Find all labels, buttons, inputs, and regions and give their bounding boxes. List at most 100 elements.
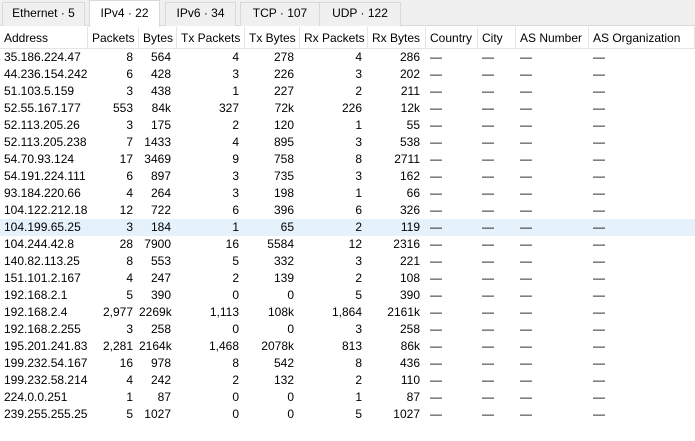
cell-as-number: — [520,101,532,115]
cell-tx-packets: 1,468 [208,339,239,353]
tab-ipv4[interactable]: IPv4 · 22 [89,0,160,27]
table-row[interactable]: 93.184.220.66 4 264 3 198 1 66 — — — — [0,185,695,202]
cell-packets: 3 [126,322,133,336]
tab-ethernet[interactable]: Ethernet · 5 [2,2,85,26]
cell-bytes: 1433 [144,135,171,149]
cell-tx-packets: 1 [232,84,239,98]
column-header-label: Packets [92,31,135,45]
table-row[interactable]: 195.201.241.83 2,281 2164k 1,468 2078k 813 86k… [0,338,695,355]
column-header-as-organization[interactable]: AS Organization [589,27,695,48]
cell-country: — [430,220,442,234]
cell-tx-packets: 6 [232,203,239,217]
column-header-rx-bytes[interactable]: Rx Bytes [368,27,426,48]
cell-country: — [430,169,442,183]
cell-address: 224.0.0.251 [4,390,68,404]
table-row[interactable]: 199.232.54.167 16 978 8 542 8 436 — — — — [0,355,695,372]
column-header-label: AS Number [520,31,583,45]
cell-rx-packets: 1 [355,390,362,404]
cell-as-number: — [520,339,532,353]
table-row[interactable]: 52.113.205.26 3 175 2 120 1 55 — — — — [0,117,695,134]
table-row[interactable]: 44.236.154.242 6 428 3 226 3 202 — — — — [0,66,695,83]
cell-city: — [482,254,494,268]
cell-address: 44.236.154.242 [4,67,88,81]
cell-as-organization: — [593,390,605,404]
cell-rx-packets: 1 [355,118,362,132]
table-row[interactable]: 54.70.93.124 17 3469 9 758 8 2711 — — — — [0,151,695,168]
column-header-bytes[interactable]: Bytes [139,27,177,48]
cell-bytes: 438 [150,84,171,98]
cell-country: — [430,254,442,268]
cell-as-organization: — [593,356,605,370]
cell-as-organization: — [593,84,605,98]
cell-rx-bytes: 162 [399,169,420,183]
table-row[interactable]: 224.0.0.251 1 87 0 0 1 87 — — — — [0,389,695,406]
table-row[interactable]: 52.113.205.238 7 1433 4 895 3 538 — — — — [0,134,695,151]
cell-as-organization: — [593,203,605,217]
column-header-city[interactable]: City [478,27,516,48]
table-row[interactable]: 192.168.2.255 3 258 0 0 3 258 — — — — [0,321,695,338]
cell-country: — [430,101,442,115]
table-row[interactable]: 104.199.65.25 3 184 1 65 2 119 — — — — [0,219,695,236]
cell-tx-bytes: 735 [273,169,294,183]
tab-tcp[interactable]: TCP · 107 [240,2,320,26]
tab-udp[interactable]: UDP · 122 [319,2,401,26]
column-header-packets[interactable]: Packets [88,27,139,48]
table-row[interactable]: 140.82.113.25 8 553 5 332 3 221 — — — — [0,253,695,270]
table-row[interactable]: 51.103.5.159 3 438 1 227 2 211 — — — — [0,83,695,100]
column-header-country[interactable]: Country [426,27,478,48]
cell-rx-packets: 8 [355,356,362,370]
cell-rx-bytes: 221 [399,254,420,268]
cell-as-number: — [520,407,532,421]
cell-packets: 553 [112,101,133,115]
cell-address: 54.70.93.124 [4,152,75,166]
cell-packets: 3 [126,84,133,98]
table-row[interactable]: 199.232.58.214 4 242 2 132 2 110 — — — — [0,372,695,389]
column-header-label: City [482,31,503,45]
table-row[interactable]: 35.186.224.47 8 564 4 278 4 286 — — — — [0,49,695,66]
cell-as-organization: — [593,373,605,387]
table-row[interactable]: 192.168.2.4 2,977 2269k 1,113 108k 1,864 2161k… [0,304,695,321]
table-row[interactable]: 104.122.212.187 12 722 6 396 6 326 — — — — [0,202,695,219]
cell-as-number: — [520,118,532,132]
table-row[interactable]: 239.255.255.250 5 1027 0 0 5 1027 — — — — [0,406,695,423]
cell-tx-bytes: 0 [287,288,294,302]
cell-packets: 28 [119,237,133,251]
cell-country: — [430,271,442,285]
cell-tx-packets: 0 [232,390,239,404]
cell-as-organization: — [593,101,605,115]
column-header-label: Tx Packets [181,31,241,45]
cell-as-organization: — [593,237,605,251]
cell-city: — [482,186,494,200]
cell-address: 52.113.205.26 [4,118,80,132]
sort-ascending-icon: ^ [13,27,17,31]
table-row[interactable]: 54.191.224.111 6 897 3 735 3 162 — — — — [0,168,695,185]
cell-rx-packets: 2 [355,220,362,234]
column-header-rx-packets[interactable]: Rx Packets [300,27,368,48]
column-header-tx-bytes[interactable]: Tx Bytes [245,27,300,48]
cell-tx-packets: 3 [232,67,239,81]
cell-city: — [482,305,494,319]
cell-bytes: 1027 [144,407,171,421]
column-header-as-number[interactable]: AS Number [516,27,589,48]
cell-as-number: — [520,50,532,64]
cell-address: 140.82.113.25 [4,254,80,268]
table-row[interactable]: 192.168.2.1 5 390 0 0 5 390 — — — — [0,287,695,304]
cell-city: — [482,118,494,132]
cell-tx-bytes: 758 [273,152,294,166]
cell-as-number: — [520,254,532,268]
cell-as-number: — [520,271,532,285]
table-row[interactable]: 52.55.167.177 553 84k 327 72k 226 12k — — — — [0,100,695,117]
cell-bytes: 258 [150,322,171,336]
cell-as-number: — [520,390,532,404]
cell-rx-packets: 813 [341,339,362,353]
table-row[interactable]: 104.244.42.8 28 7900 16 5584 12 2316 — — — — [0,236,695,253]
column-header-tx-packets[interactable]: Tx Packets [177,27,245,48]
table-row[interactable]: 151.101.2.167 4 247 2 139 2 108 — — — — [0,270,695,287]
column-header-address[interactable]: Address^ [0,27,88,48]
cell-rx-packets: 6 [355,203,362,217]
tab-ipv6[interactable]: IPv6 · 34 [165,2,236,26]
cell-bytes: 264 [150,186,171,200]
cell-as-organization: — [593,135,605,149]
cell-address: 199.232.54.167 [4,356,88,370]
cell-as-organization: — [593,322,605,336]
